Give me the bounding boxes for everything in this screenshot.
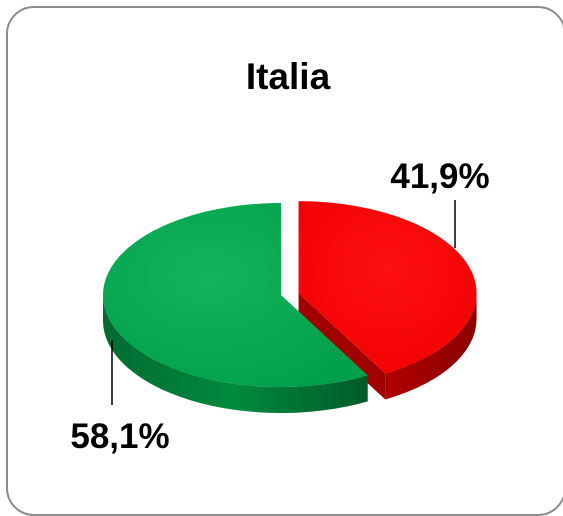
data-label-2: 58,1%: [70, 417, 169, 456]
pie-slice-side-2: [103, 295, 368, 413]
pie-slice-2: [103, 203, 368, 388]
chart-frame: [6, 6, 563, 516]
data-label-1: 41,9%: [390, 157, 489, 196]
pie-slice-side-1: [385, 293, 477, 400]
pie-slice-1: [298, 201, 477, 374]
chart-title: Italia: [245, 56, 331, 97]
